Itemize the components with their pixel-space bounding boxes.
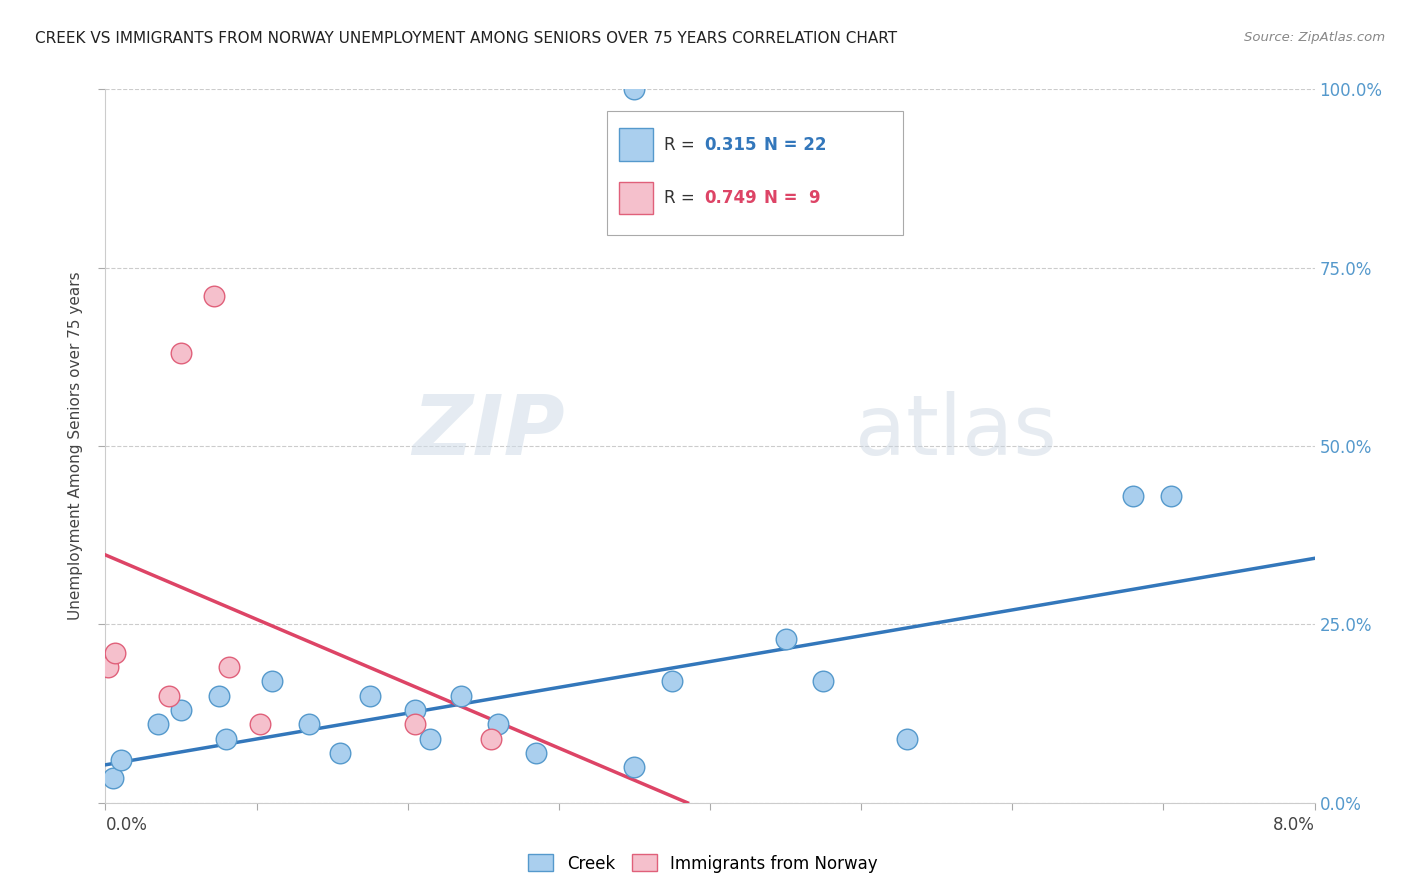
Point (157, 689, 180, 703)
Point (148, 717, 170, 731)
Point (359, 689, 381, 703)
Point (623, 760, 645, 774)
Text: N =  9: N = 9 (765, 189, 821, 207)
Text: R =: R = (664, 136, 700, 153)
Point (208, 689, 231, 703)
Text: 0.749: 0.749 (704, 189, 756, 207)
Point (404, 717, 426, 731)
Text: ZIP: ZIP (412, 392, 565, 472)
Text: CREEK VS IMMIGRANTS FROM NORWAY UNEMPLOYMENT AMONG SENIORS OVER 75 YEARS CORRELA: CREEK VS IMMIGRANTS FROM NORWAY UNEMPLOY… (35, 31, 897, 46)
Legend: Creek, Immigrants from Norway: Creek, Immigrants from Norway (522, 847, 884, 880)
Text: 8.0%: 8.0% (1272, 816, 1315, 834)
Point (479, 731, 502, 746)
Text: atlas: atlas (855, 392, 1057, 472)
Point (101, 771, 124, 785)
Point (1160, 489, 1182, 503)
Text: Source: ZipAtlas.com: Source: ZipAtlas.com (1244, 31, 1385, 45)
Text: 0.0%: 0.0% (105, 816, 148, 834)
Point (170, 346, 193, 360)
Point (896, 731, 918, 746)
Point (103, 646, 125, 660)
Bar (620, 182, 654, 214)
Point (202, 289, 225, 303)
Point (524, 746, 547, 760)
Bar (620, 128, 654, 161)
Point (1122, 489, 1144, 503)
Point (404, 703, 426, 717)
Point (329, 746, 352, 760)
Text: N = 22: N = 22 (765, 136, 827, 153)
Text: 0.315: 0.315 (704, 136, 756, 153)
Point (623, 82, 645, 96)
Point (298, 717, 321, 731)
Point (419, 731, 441, 746)
Text: R =: R = (664, 189, 700, 207)
Point (215, 731, 238, 746)
Y-axis label: Unemployment Among Seniors over 75 years: Unemployment Among Seniors over 75 years (67, 272, 83, 620)
Point (218, 660, 240, 674)
Point (97, 660, 120, 674)
Point (813, 674, 835, 689)
Point (450, 689, 472, 703)
Point (775, 632, 797, 646)
Bar (607, 111, 904, 235)
Point (661, 674, 683, 689)
Point (488, 717, 510, 731)
Point (249, 717, 271, 731)
Point (170, 703, 193, 717)
Point (260, 674, 283, 689)
Point (110, 753, 132, 767)
